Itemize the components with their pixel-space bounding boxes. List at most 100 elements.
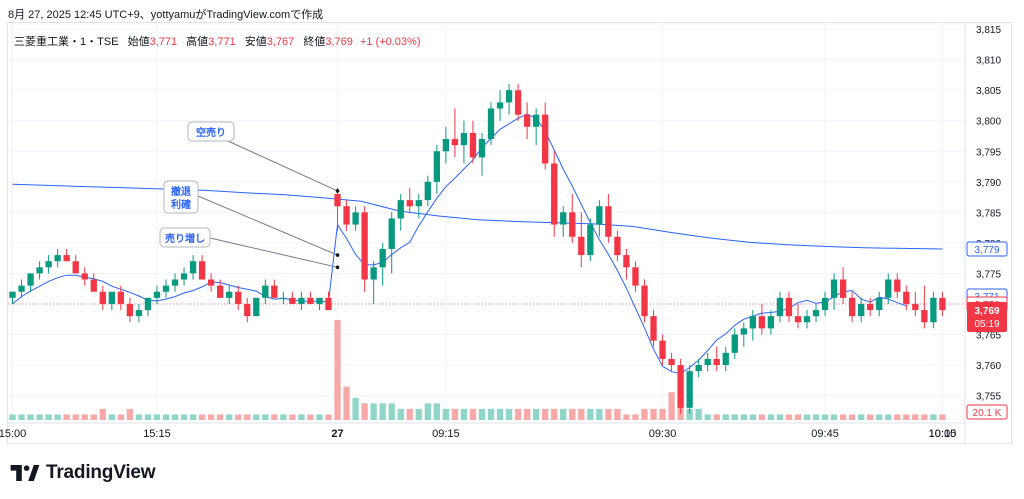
candle-down bbox=[90, 273, 97, 292]
annotation-text: 空売り bbox=[196, 126, 226, 139]
price-badge bbox=[966, 241, 1008, 257]
volume-bar bbox=[848, 414, 856, 420]
candle-down bbox=[578, 212, 585, 268]
volume-bar bbox=[532, 408, 540, 420]
annotation-box bbox=[163, 180, 199, 214]
candle-up bbox=[876, 291, 883, 317]
volume-bar bbox=[415, 408, 422, 420]
candle-body bbox=[280, 297, 287, 299]
volume-bar bbox=[722, 414, 729, 420]
candle-body bbox=[244, 303, 251, 317]
candle-up bbox=[379, 242, 386, 286]
volume-bar bbox=[839, 414, 847, 420]
volume-bar bbox=[542, 408, 549, 420]
volume-badge: 20.1 K bbox=[966, 404, 1008, 420]
candle-body bbox=[171, 279, 179, 286]
volume-bar bbox=[388, 403, 395, 420]
candle-down bbox=[632, 261, 639, 292]
candle-body bbox=[632, 267, 639, 286]
gridlines bbox=[8, 23, 965, 420]
y-tick-label: 3,810 bbox=[976, 56, 1001, 67]
tradingview-footer: TradingView bbox=[10, 462, 156, 484]
y-tick-label: 3,760 bbox=[976, 361, 1001, 372]
candle-body bbox=[848, 297, 856, 317]
candle-up bbox=[135, 303, 143, 323]
candle-body bbox=[767, 316, 775, 329]
volume-bar bbox=[858, 414, 865, 420]
open-label: 始値 bbox=[127, 36, 150, 48]
candle-body bbox=[514, 90, 522, 115]
candle-body bbox=[659, 340, 666, 359]
volume-bar bbox=[9, 414, 16, 420]
volume-bar bbox=[623, 414, 630, 420]
candle-up bbox=[460, 120, 468, 164]
candle-body bbox=[144, 297, 152, 311]
volume-bar bbox=[198, 414, 206, 420]
candle-body bbox=[217, 285, 224, 298]
volume-bar bbox=[659, 408, 666, 420]
candle-body bbox=[921, 310, 928, 323]
candle-down bbox=[614, 230, 621, 262]
volume-bar bbox=[189, 414, 197, 420]
price-axis: 3,7553,7603,7653,7703,7753,7803,7853,790… bbox=[964, 23, 1001, 443]
candle-body bbox=[406, 200, 413, 207]
candle-body bbox=[424, 181, 431, 201]
volume-bar bbox=[27, 414, 34, 420]
candle-up bbox=[749, 310, 756, 341]
volume-bar bbox=[758, 414, 766, 420]
candle-up bbox=[27, 273, 34, 292]
high-label: 高値 bbox=[186, 36, 209, 48]
chart-frame bbox=[7, 22, 1012, 444]
candle-body bbox=[72, 261, 79, 274]
volume-bar bbox=[903, 414, 910, 420]
x-tick-label: 09:30 bbox=[649, 428, 677, 440]
candle-body bbox=[686, 371, 693, 408]
candle-body bbox=[99, 291, 106, 304]
volume-bar bbox=[397, 408, 404, 420]
volume-bar bbox=[803, 414, 811, 420]
x-tick-label: 09:45 bbox=[811, 428, 839, 440]
volume-bar bbox=[587, 408, 594, 420]
candle-body bbox=[713, 358, 720, 366]
volume-bar bbox=[695, 408, 702, 420]
candle-up bbox=[18, 279, 25, 298]
candle-body bbox=[641, 285, 648, 317]
y-tick-label: 3,790 bbox=[976, 178, 1001, 189]
y-tick-label: 3,815 bbox=[976, 25, 1001, 36]
candle-up bbox=[505, 84, 513, 115]
candle-body bbox=[433, 151, 441, 182]
candle-body bbox=[469, 132, 477, 158]
candle-body bbox=[740, 328, 747, 335]
candle-down bbox=[785, 291, 793, 323]
candle-body bbox=[749, 316, 756, 329]
candle-up bbox=[776, 291, 784, 323]
candle-body bbox=[614, 236, 621, 256]
candle-up bbox=[560, 206, 567, 237]
volume-bar bbox=[153, 414, 161, 420]
candle-up bbox=[478, 132, 486, 176]
candle-body bbox=[912, 303, 919, 311]
candle-body bbox=[54, 255, 61, 262]
candle-body bbox=[388, 218, 395, 249]
candle-body bbox=[307, 297, 314, 304]
volume-bar bbox=[180, 414, 188, 420]
candle-up bbox=[740, 322, 747, 347]
candle-body bbox=[442, 139, 450, 152]
volume-bar bbox=[740, 414, 747, 420]
volume-bar bbox=[108, 414, 115, 420]
candle-down bbox=[81, 267, 88, 286]
candle-up bbox=[930, 291, 937, 329]
candle-body bbox=[623, 255, 630, 268]
volume-bar bbox=[262, 414, 269, 420]
volume-badge-text: 20.1 K bbox=[973, 408, 1002, 419]
candle-body bbox=[876, 297, 883, 311]
symbol-name[interactable]: 三菱重工業・1・TSE bbox=[14, 36, 119, 48]
candle-up bbox=[180, 267, 188, 286]
price-label-last: 3,769 05:19 bbox=[967, 302, 1007, 333]
candle-up bbox=[36, 261, 43, 280]
candle-down bbox=[794, 303, 802, 329]
candle-down bbox=[623, 248, 630, 280]
candle-body bbox=[451, 139, 459, 146]
annotation-dot bbox=[335, 253, 340, 257]
